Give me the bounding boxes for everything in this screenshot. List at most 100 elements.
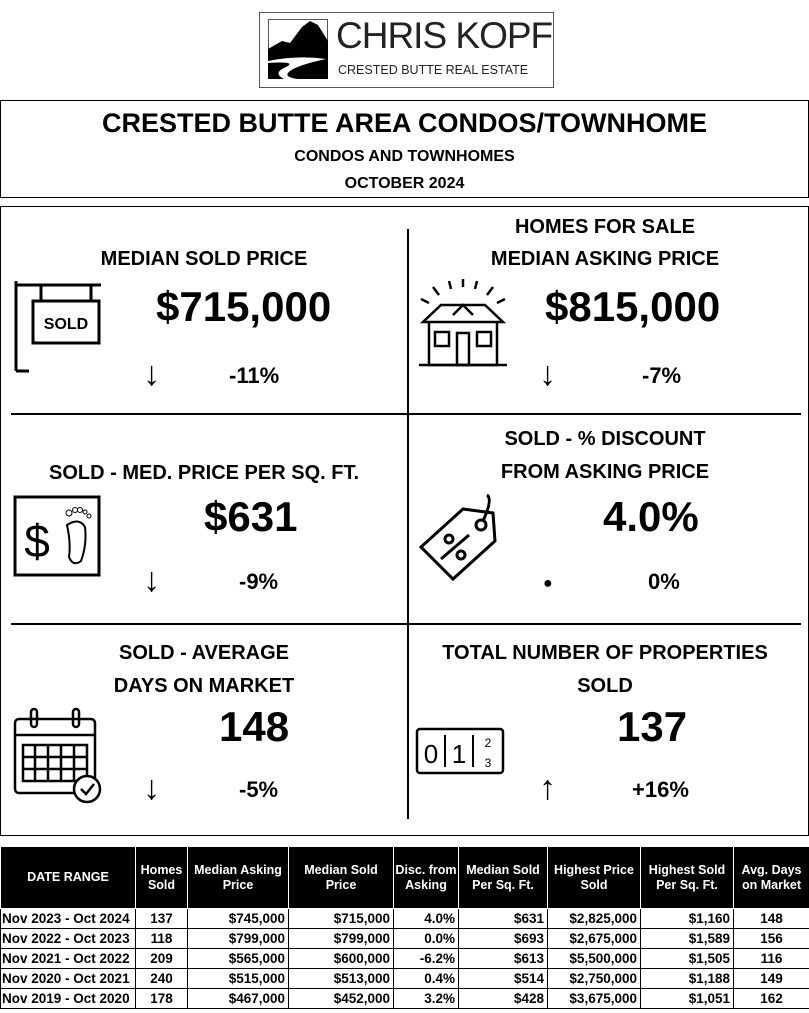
divider [11, 413, 801, 415]
table-cell: $1,051 [640, 988, 734, 1009]
column-header: Disc. from Asking [393, 846, 459, 909]
arrow-up-icon: ↑ [539, 769, 556, 807]
table-cell: $799,000 [187, 928, 289, 949]
divider [407, 229, 409, 819]
arrow-down-icon: ↓ [143, 355, 160, 393]
stat-value: $715,000 [156, 283, 332, 330]
stat-label: DAYS ON MARKET [113, 675, 295, 697]
svg-text:1: 1 [452, 739, 466, 769]
table-cell: Nov 2019 - Oct 2020 [0, 988, 136, 1009]
stat-label: SOLD [577, 675, 633, 697]
column-header: Median Sold Price [288, 846, 394, 909]
sold-sign-icon: SOLD [14, 281, 101, 373]
table-cell: $631 [458, 908, 548, 929]
table-cell: $452,000 [288, 988, 394, 1009]
table-cell: $1,188 [640, 968, 734, 989]
table-cell: $3,675,000 [547, 988, 641, 1009]
table-cell: $2,675,000 [547, 928, 641, 949]
stat-label: TOTAL NUMBER OF PROPERTIES [442, 642, 768, 664]
table-cell: $1,160 [640, 908, 734, 929]
logo: CHRIS KOPF CRESTED BUTTE REAL ESTATE [259, 12, 554, 88]
arrow-down-icon: ↓ [539, 355, 556, 393]
table-cell: $428 [458, 988, 548, 1009]
stat-label: HOMES FOR SALE [514, 216, 695, 238]
stat-change: -7% [642, 363, 682, 388]
stat-change: 0% [648, 569, 680, 594]
column-header: Avg. Days on Market [733, 846, 809, 909]
stat-value: $631 [204, 493, 298, 540]
table-cell: $515,000 [187, 968, 289, 989]
table-cell: $514 [458, 968, 548, 989]
history-table: DATE RANGE Homes Sold Median Asking Pric… [0, 846, 809, 1009]
table-cell: $1,589 [640, 928, 734, 949]
column-header: Homes Sold [135, 846, 188, 909]
table-cell: 240 [135, 968, 188, 989]
stat-label: MEDIAN SOLD PRICE [100, 248, 308, 270]
table-cell: Nov 2021 - Oct 2022 [0, 948, 136, 969]
table-cell: $5,500,000 [547, 948, 641, 969]
stats-panel: MEDIAN SOLD PRICE SOLD $715,000 ↓ -11% H… [0, 206, 809, 836]
table-cell: 3.2% [393, 988, 459, 1009]
stat-value: 148 [219, 703, 290, 750]
stat-days-on-market: SOLD - AVERAGE DAYS ON MARKET 148 ↓ -5% [1, 625, 407, 835]
table-cell: -6.2% [393, 948, 459, 969]
column-header: Median Sold Per Sq. Ft. [458, 846, 548, 909]
percent-tag-icon [418, 493, 497, 582]
table-cell: 0.4% [393, 968, 459, 989]
mountain-river-logo-icon [268, 19, 328, 79]
table-cell: $613 [458, 948, 548, 969]
table-cell: $513,000 [288, 968, 394, 989]
table-cell: $600,000 [288, 948, 394, 969]
stat-change: -5% [239, 777, 279, 802]
stat-value: 4.0% [603, 493, 699, 540]
page-title: CRESTED BUTTE AREA CONDOS/TOWNHOME [101, 108, 707, 138]
dollar-footprint-icon: $ [13, 495, 101, 577]
table-cell: 0.0% [393, 928, 459, 949]
table-cell: 116 [733, 948, 809, 969]
table-cell: 4.0% [393, 908, 459, 929]
table-cell: $745,000 [187, 908, 289, 929]
table-cell: $565,000 [187, 948, 289, 969]
table-cell: $2,750,000 [547, 968, 641, 989]
stat-label: MEDIAN ASKING PRICE [490, 248, 720, 270]
table-row: Nov 2020 - Oct 2021 240 $515,000 $513,000 0.… [0, 968, 809, 989]
stat-change: -11% [229, 363, 280, 388]
column-header: Highest Price Sold [547, 846, 641, 909]
stat-label: SOLD - % DISCOUNT [504, 428, 706, 450]
table-cell: 118 [135, 928, 188, 949]
stat-value: 137 [617, 703, 688, 750]
table-cell: Nov 2020 - Oct 2021 [0, 968, 136, 989]
stat-label: SOLD - MED. PRICE PER SQ. FT. [48, 462, 360, 484]
stat-change: -9% [239, 569, 279, 594]
table-cell: 137 [135, 908, 188, 929]
table-cell: $799,000 [288, 928, 394, 949]
column-header: DATE RANGE [0, 846, 136, 909]
logo-tagline: CRESTED BUTTE REAL ESTATE [338, 63, 529, 77]
column-header: Highest Sold Per Sq. Ft. [640, 846, 734, 909]
table-cell: 178 [135, 988, 188, 1009]
table-cell: Nov 2023 - Oct 2024 [0, 908, 136, 929]
stat-value: $815,000 [545, 283, 721, 330]
counter-icon: 0 1 2 3 [415, 727, 505, 775]
svg-text:$: $ [24, 515, 50, 567]
column-header: Median Asking Price [187, 846, 289, 909]
calendar-check-icon [13, 707, 102, 804]
stat-discount-from-asking: SOLD - % DISCOUNT FROM ASKING PRICE 4.0%… [407, 415, 809, 623]
table-cell: $1,505 [640, 948, 734, 969]
stat-label: SOLD - AVERAGE [118, 642, 289, 664]
title-box: CRESTED BUTTE AREA CONDOS/TOWNHOME CONDO… [0, 100, 809, 198]
no-change-dot-icon: ● [543, 575, 553, 592]
stat-label: FROM ASKING PRICE [500, 461, 710, 483]
svg-text:2: 2 [485, 736, 492, 750]
arrow-down-icon: ↓ [143, 561, 160, 599]
table-row: Nov 2021 - Oct 2022 209 $565,000 $600,000 -6… [0, 948, 809, 969]
table-cell: 209 [135, 948, 188, 969]
svg-text:3: 3 [485, 756, 492, 770]
table-cell: 149 [733, 968, 809, 989]
table-row: Nov 2019 - Oct 2020 178 $467,000 $452,000 3.… [0, 988, 809, 1009]
table-header-row: DATE RANGE Homes Sold Median Asking Pric… [0, 846, 809, 909]
table-cell: Nov 2022 - Oct 2023 [0, 928, 136, 949]
table-row: Nov 2023 - Oct 2024 137 $745,000 $715,000 4.… [0, 908, 809, 929]
table-cell: 148 [733, 908, 809, 929]
table-cell: $467,000 [187, 988, 289, 1009]
